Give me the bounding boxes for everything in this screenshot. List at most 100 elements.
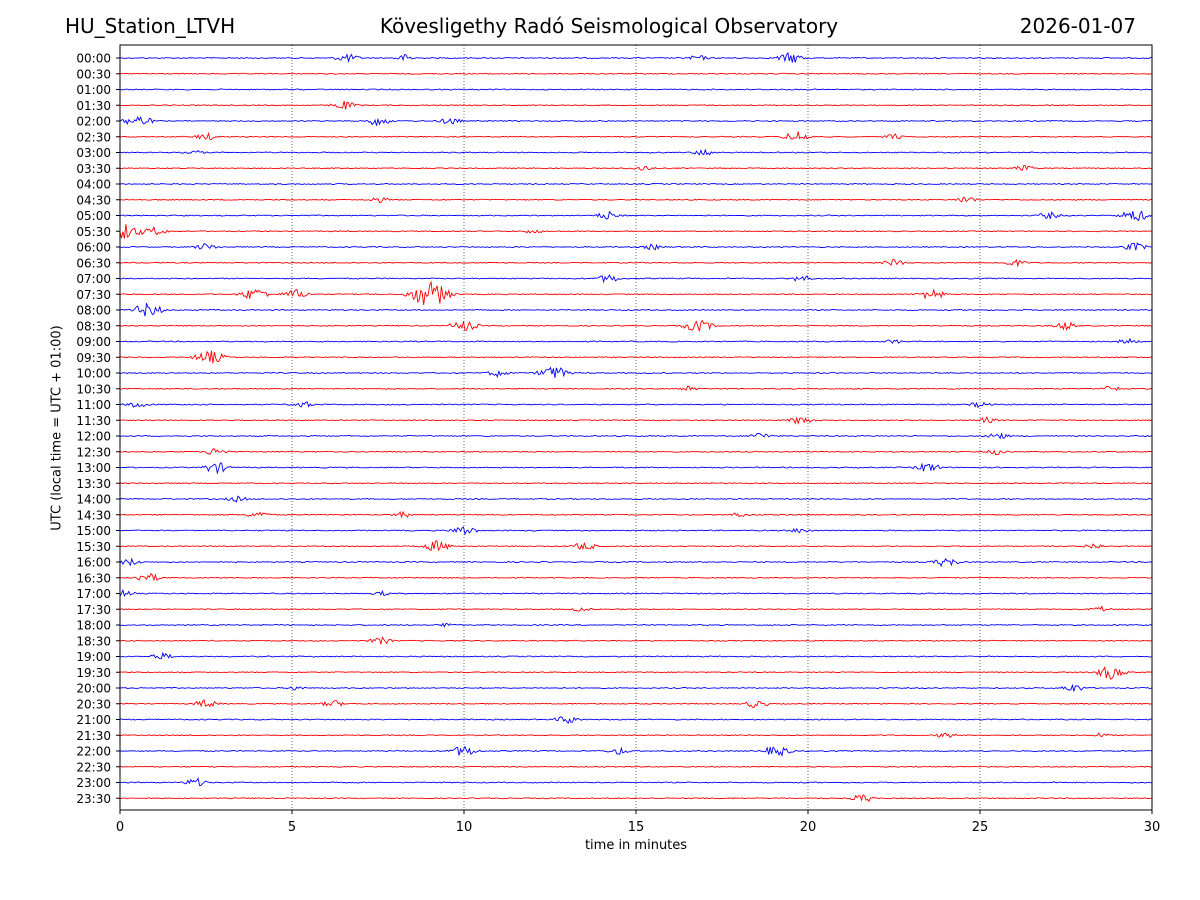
trace-0730: [120, 280, 1152, 305]
row-label: 10:30: [76, 382, 111, 396]
x-tick-label: 10: [456, 820, 473, 835]
trace-1000: [119, 366, 1153, 378]
trace-0230: [119, 131, 1153, 140]
trace-0900: [119, 337, 1153, 344]
trace-1900: [119, 651, 1152, 660]
x-tick-label: 20: [800, 820, 817, 835]
trace-2200: [119, 745, 1152, 757]
row-label: 02:00: [76, 115, 111, 129]
trace-1800: [119, 622, 1153, 628]
row-label: 12:00: [76, 430, 111, 444]
row-label: 08:00: [76, 304, 111, 318]
row-label: 16:30: [76, 571, 111, 585]
trace-1200: [119, 432, 1153, 440]
row-label: 21:30: [76, 729, 111, 743]
y-axis-label: UTC (local time = UTC + 01:00): [49, 325, 65, 531]
trace-0930: [120, 350, 1153, 364]
row-label: 20:00: [76, 682, 111, 696]
row-label: 13:00: [76, 461, 111, 475]
row-label: 22:00: [76, 745, 111, 759]
row-label: 13:30: [76, 477, 111, 491]
trace-2130: [119, 732, 1153, 739]
row-label: 12:30: [76, 445, 111, 459]
trace-0700: [119, 274, 1153, 284]
trace-0200: [119, 115, 1153, 126]
trace-0330: [119, 165, 1152, 171]
row-label: 06:30: [76, 256, 111, 270]
trace-0430: [119, 196, 1153, 204]
row-label: 15:00: [76, 524, 111, 538]
row-label: 10:00: [76, 367, 111, 381]
row-label: 23:30: [76, 792, 111, 806]
row-label: 07:30: [76, 288, 111, 302]
trace-1600: [119, 557, 1153, 568]
trace-1830: [119, 636, 1153, 645]
row-label: 01:00: [76, 83, 111, 97]
row-label: 00:30: [76, 67, 111, 81]
date-label: 2026-01-07: [1019, 14, 1136, 38]
row-label: 11:30: [76, 414, 111, 428]
chart-title: Kövesligethy Radó Seismological Observat…: [379, 14, 839, 38]
row-label: 07:00: [76, 272, 111, 286]
row-label: 19:00: [76, 650, 111, 664]
trace-1730: [119, 605, 1152, 612]
row-label: 11:00: [76, 398, 111, 412]
trace-1400: [119, 495, 1153, 503]
trace-1930: [119, 666, 1153, 680]
trace-0100: [119, 88, 1153, 91]
row-label: 18:00: [76, 619, 111, 633]
trace-0530: [119, 224, 1153, 239]
row-label: 14:00: [76, 493, 111, 507]
row-label: 22:30: [76, 760, 111, 774]
trace-1700: [119, 588, 1153, 598]
trace-1530: [119, 540, 1153, 552]
row-label: 02:30: [76, 130, 111, 144]
row-label: 04:00: [76, 178, 111, 192]
row-label: 01:30: [76, 99, 111, 113]
trace-1630: [119, 572, 1153, 582]
row-label: 17:00: [76, 587, 111, 601]
trace-0300: [119, 148, 1153, 156]
trace-0030: [120, 72, 1153, 75]
trace-1300: [119, 462, 1153, 475]
trace-1230: [119, 448, 1153, 456]
trace-2330: [119, 794, 1152, 803]
row-label: 17:30: [76, 603, 111, 617]
row-label: 16:00: [76, 556, 111, 570]
row-label: 14:30: [76, 508, 111, 522]
row-label: 05:30: [76, 225, 111, 239]
x-tick-label: 0: [116, 820, 124, 835]
trace-0600: [119, 241, 1153, 251]
station-name: HU_Station_LTVH: [65, 14, 236, 38]
row-label: 19:30: [76, 666, 111, 680]
trace-0500: [119, 210, 1153, 222]
trace-2100: [119, 716, 1152, 724]
trace-0000: [119, 51, 1152, 63]
row-label: 05:00: [76, 209, 111, 223]
trace-0630: [119, 258, 1153, 268]
trace-2300: [120, 777, 1153, 787]
row-label: 20:30: [76, 697, 111, 711]
row-label: 06:00: [76, 241, 111, 255]
x-axis-label: time in minutes: [584, 838, 688, 853]
trace-1030: [119, 385, 1153, 391]
trace-0830: [119, 319, 1153, 332]
row-label: 00:00: [76, 52, 111, 66]
row-label: 09:00: [76, 335, 111, 349]
trace-2030: [119, 698, 1153, 709]
row-label: 09:30: [76, 351, 111, 365]
trace-1500: [119, 526, 1153, 536]
row-label: 08:30: [76, 319, 111, 333]
x-tick-label: 15: [628, 820, 645, 835]
row-label: 03:00: [76, 146, 111, 160]
trace-1430: [119, 510, 1153, 519]
trace-1130: [119, 415, 1153, 425]
x-tick-label: 30: [1144, 820, 1161, 835]
trace-1330: [119, 482, 1153, 485]
trace-0130: [119, 100, 1152, 110]
trace-0800: [119, 303, 1153, 317]
x-tick-label: 5: [288, 820, 296, 835]
trace-1100: [119, 401, 1153, 409]
trace-2230: [119, 765, 1153, 768]
